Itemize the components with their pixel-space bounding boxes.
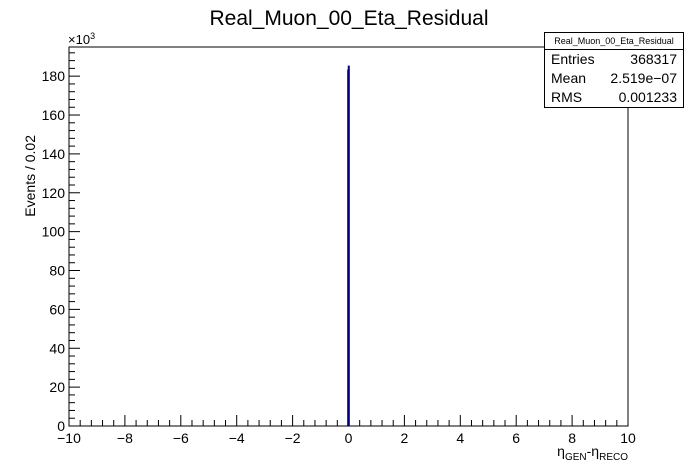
stats-row-entries: Entries 368317 [545, 50, 683, 69]
x-tick-label: −8 [117, 430, 133, 446]
y-tick-label: 180 [42, 68, 66, 84]
x-tick-label: 6 [512, 430, 520, 446]
stats-box: Real_Muon_00_Eta_Residual Entries 368317… [544, 32, 684, 108]
x-tick-label: 8 [568, 430, 576, 446]
stats-value: 368317 [630, 51, 677, 67]
y-tick-label: 160 [42, 107, 66, 123]
stats-label: Entries [551, 51, 595, 67]
stats-label: RMS [551, 89, 583, 105]
x-tick-label: 2 [401, 430, 409, 446]
stats-label: Mean [551, 70, 587, 86]
x-axis-label: ηGEN-ηRECO [557, 443, 628, 463]
y-tick-label: 0 [57, 418, 65, 434]
x-tick-label: 4 [456, 430, 464, 446]
stats-box-title: Real_Muon_00_Eta_Residual [545, 33, 683, 50]
plot-frame [68, 46, 629, 427]
y-tick-label: 80 [49, 263, 65, 279]
stats-value: 0.001233 [618, 89, 677, 105]
x-tick-label: −2 [285, 430, 301, 446]
chart-title: Real_Muon_00_Eta_Residual [209, 7, 488, 30]
y-tick-label: 40 [49, 340, 65, 356]
histogram-bins [69, 65, 628, 427]
stats-row-rms: RMS 0.001233 [545, 88, 683, 107]
stats-row-mean: Mean 2.519e−07 [545, 69, 683, 88]
y-tick-label: 120 [42, 185, 66, 201]
y-tick-label: 20 [49, 379, 65, 395]
y-tick-label: 60 [49, 301, 65, 317]
axis-ticks: −10 −8 −6 −4 −2 0 2 4 6 8 100204060801001201401601… [42, 52, 636, 446]
y-tick-label: 100 [42, 224, 66, 240]
x-tick-label: −4 [229, 430, 245, 446]
x-tick-label: −10 [57, 430, 81, 446]
histogram-bin [347, 65, 350, 426]
stats-value: 2.519e−07 [610, 70, 677, 86]
y-axis-multiplier: ×103 [68, 31, 95, 47]
y-axis-label: Events / 0.02 [22, 135, 38, 217]
x-tick-label: −6 [173, 430, 189, 446]
x-tick-label: 0 [345, 430, 353, 446]
y-tick-label: 140 [42, 146, 66, 162]
x-tick-label: 10 [620, 430, 636, 446]
